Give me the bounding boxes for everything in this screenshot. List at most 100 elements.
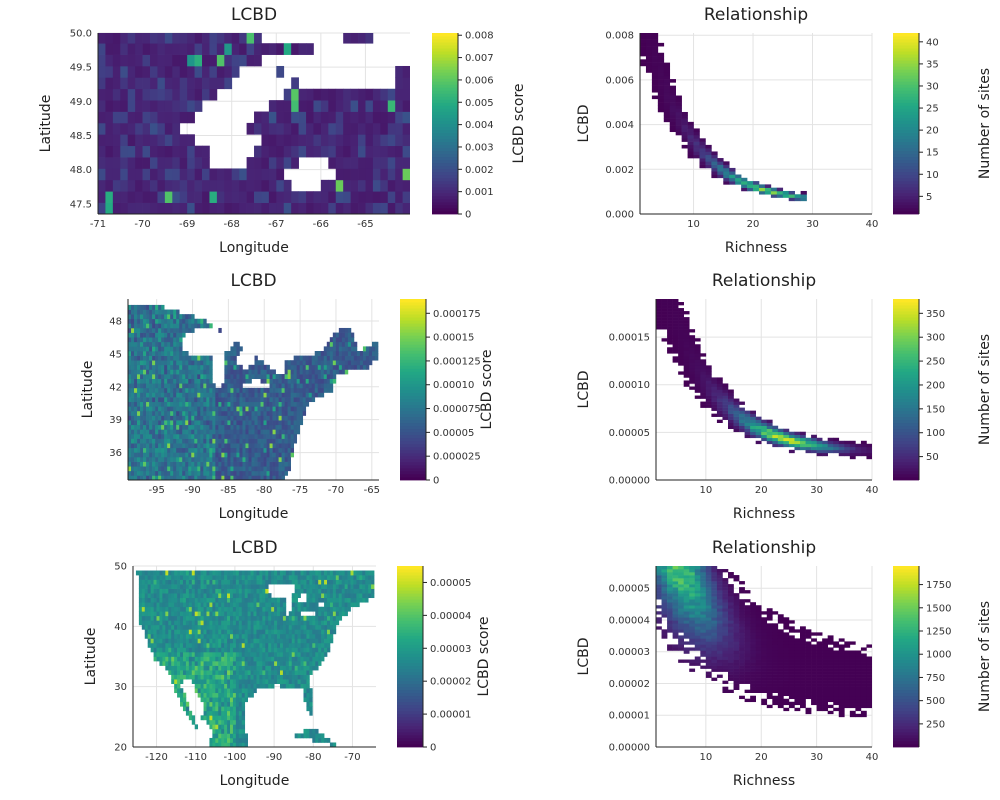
heatmap-cell bbox=[180, 615, 184, 621]
heatmap-cell bbox=[236, 452, 240, 458]
y-tick-label: 0.006 bbox=[605, 75, 634, 86]
heatmap-cell bbox=[308, 378, 313, 384]
heatmap-cell bbox=[253, 647, 257, 653]
heatmap-cell bbox=[716, 383, 723, 387]
heatmap-cell bbox=[705, 380, 712, 384]
heatmap-cell bbox=[805, 443, 812, 448]
heatmap-cell bbox=[279, 633, 284, 639]
heatmap-cell bbox=[272, 415, 276, 421]
heatmap-cell bbox=[849, 452, 856, 457]
heatmap-cell bbox=[227, 683, 231, 689]
heatmap-cell bbox=[753, 184, 760, 188]
heatmap-cell bbox=[700, 377, 707, 381]
heatmap-cell bbox=[171, 665, 175, 671]
heatmap-cell bbox=[683, 374, 690, 378]
heatmap-cell bbox=[171, 670, 175, 675]
heatmap-cell bbox=[293, 429, 298, 435]
heatmap-cell bbox=[218, 706, 222, 712]
heatmap-cell bbox=[284, 401, 288, 407]
heatmap-cell bbox=[302, 355, 307, 361]
heatmap-cell bbox=[275, 470, 279, 476]
heatmap-cell bbox=[224, 679, 228, 684]
heatmap-cell bbox=[269, 447, 273, 453]
heatmap-cell bbox=[168, 665, 172, 671]
heatmap-cell bbox=[253, 629, 257, 635]
heatmap-cell bbox=[165, 597, 169, 603]
heatmap-cell bbox=[215, 674, 219, 680]
heatmap-cell bbox=[206, 433, 210, 439]
heatmap-cell bbox=[271, 683, 275, 689]
heatmap-cell bbox=[694, 383, 701, 387]
heatmap-cell bbox=[257, 401, 261, 407]
colorbar-band bbox=[432, 45, 458, 49]
heatmap-cell bbox=[238, 575, 243, 580]
heatmap-cell bbox=[206, 584, 210, 589]
heatmap-cell bbox=[173, 470, 177, 476]
heatmap-cell bbox=[689, 368, 696, 372]
heatmap-cell bbox=[146, 433, 150, 439]
heatmap-cell bbox=[303, 656, 307, 662]
heatmap-cell bbox=[216, 191, 225, 203]
heatmap-cell bbox=[689, 347, 696, 351]
heatmap-cell bbox=[275, 433, 279, 439]
colorbar-band bbox=[432, 198, 458, 203]
heatmap-cell bbox=[170, 470, 174, 476]
heatmap-cell bbox=[153, 633, 157, 639]
heatmap-cell bbox=[168, 642, 172, 648]
heatmap-cell bbox=[299, 369, 304, 375]
heatmap-cell bbox=[135, 191, 143, 203]
heatmap-cell bbox=[303, 674, 307, 680]
heatmap-cell bbox=[729, 177, 736, 182]
heatmap-cell bbox=[224, 715, 228, 721]
heatmap-cell bbox=[279, 656, 284, 662]
heatmap-cell bbox=[293, 420, 298, 426]
heatmap-cell bbox=[259, 679, 263, 684]
heatmap-cell bbox=[247, 593, 251, 599]
heatmap-cell bbox=[262, 593, 266, 599]
heatmap-cell bbox=[262, 638, 266, 644]
heatmap-cell bbox=[206, 715, 210, 721]
colorbar-band bbox=[893, 308, 919, 312]
heatmap-cell bbox=[173, 346, 177, 352]
heatmap-cell bbox=[248, 438, 252, 444]
heatmap-cell bbox=[651, 88, 659, 93]
heatmap-cell bbox=[224, 392, 228, 398]
heatmap-cell bbox=[164, 332, 168, 338]
heatmap-cell bbox=[268, 620, 272, 626]
heatmap-cell bbox=[279, 597, 284, 603]
heatmap-cell bbox=[302, 410, 307, 416]
heatmap-cell bbox=[233, 461, 237, 467]
colorbar-band bbox=[893, 60, 919, 64]
heatmap-cell bbox=[149, 341, 153, 347]
heatmap-cell bbox=[297, 606, 301, 612]
heatmap-cell bbox=[285, 665, 290, 671]
heatmap-cell bbox=[131, 461, 135, 467]
colorbar-band bbox=[400, 368, 426, 372]
heatmap-cell bbox=[150, 134, 158, 147]
heatmap-cell bbox=[260, 360, 264, 366]
heatmap-cell bbox=[241, 642, 246, 648]
heatmap-cell bbox=[209, 456, 213, 462]
heatmap-cell bbox=[112, 111, 121, 124]
heatmap-cell bbox=[283, 157, 292, 169]
heatmap-cell bbox=[164, 452, 168, 458]
heatmap-cell bbox=[236, 461, 240, 467]
heatmap-cell bbox=[245, 470, 249, 476]
heatmap-cell bbox=[277, 629, 281, 635]
heatmap-cell bbox=[230, 387, 234, 393]
heatmap-cell bbox=[291, 661, 296, 666]
heatmap-cell bbox=[140, 452, 144, 458]
heatmap-cell bbox=[284, 387, 288, 393]
heatmap-cell bbox=[395, 157, 403, 169]
heatmap-cell bbox=[238, 602, 243, 608]
heatmap-cell bbox=[822, 443, 828, 448]
heatmap-cell bbox=[209, 606, 213, 612]
heatmap-cell bbox=[236, 424, 240, 430]
heatmap-cell bbox=[170, 374, 174, 379]
heatmap-cell bbox=[332, 351, 337, 356]
heatmap-cell bbox=[182, 443, 186, 449]
heatmap-cell bbox=[167, 332, 171, 338]
heatmap-cell bbox=[180, 692, 184, 698]
heatmap-cell bbox=[112, 191, 121, 203]
heatmap-cell bbox=[341, 332, 346, 338]
